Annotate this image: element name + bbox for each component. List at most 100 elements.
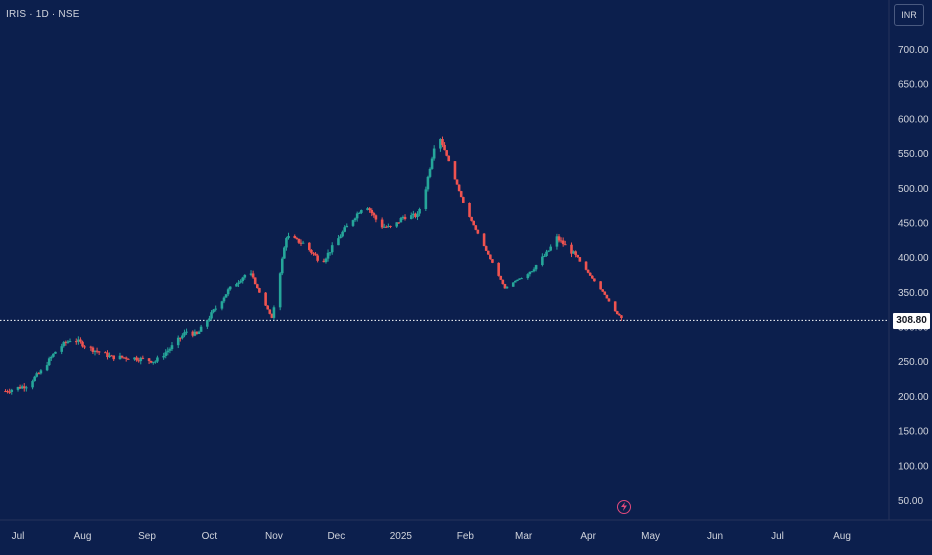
candle-body: [106, 352, 109, 358]
candle-body: [264, 292, 267, 306]
candle-body: [197, 331, 201, 335]
candle-body: [470, 216, 473, 221]
candle-body: [226, 289, 230, 295]
candle-body: [530, 271, 534, 273]
candle-body: [120, 355, 124, 358]
candle-body: [310, 249, 313, 253]
candle-body: [380, 219, 384, 228]
candle-body: [133, 357, 136, 360]
x-tick-label: Apr: [580, 531, 596, 542]
candle-body: [77, 339, 80, 342]
candle-body: [486, 250, 490, 255]
candle-body: [151, 361, 155, 363]
candle-body: [545, 251, 548, 256]
last-price-label: 308.80: [893, 313, 930, 329]
candle-body: [89, 346, 93, 348]
candle-body: [355, 213, 359, 219]
lightning-icon: [621, 502, 627, 511]
candle-body: [22, 386, 26, 389]
x-tick-label: Mar: [515, 531, 533, 542]
candle-body: [6, 391, 9, 393]
candle-body: [324, 258, 328, 263]
candle-body: [341, 231, 344, 237]
candle-body: [10, 389, 14, 393]
candle-body: [559, 240, 563, 242]
candle-body: [251, 273, 255, 278]
candle-body: [330, 245, 334, 253]
candle-body: [237, 282, 240, 285]
candle-body: [104, 352, 107, 354]
candle-body: [547, 250, 550, 252]
y-tick-label: 100.00: [898, 461, 929, 472]
candle-body: [414, 213, 417, 218]
candle-body: [183, 332, 186, 336]
candle-body: [39, 370, 43, 374]
candle-body: [37, 373, 41, 375]
y-tick-label: 700.00: [898, 45, 929, 56]
candle-body: [33, 376, 36, 382]
candle-body: [243, 274, 247, 278]
candle-body: [156, 357, 159, 362]
candle-body: [312, 252, 315, 254]
candle-body: [412, 213, 415, 216]
candle-body: [337, 238, 340, 246]
candle-body: [534, 265, 538, 270]
candle-body: [387, 225, 390, 227]
candle-body: [455, 179, 459, 185]
candle-body: [484, 246, 488, 251]
candle-body: [541, 256, 544, 266]
candle-body: [518, 278, 521, 280]
candle-body: [293, 235, 297, 239]
candle-body: [241, 277, 245, 282]
candle-body: [176, 337, 180, 346]
candle-body: [314, 253, 317, 256]
candle-body: [118, 355, 122, 360]
candle-body: [108, 355, 111, 358]
candle-body: [561, 240, 565, 245]
candle-body: [599, 281, 602, 290]
candle-body: [191, 331, 195, 336]
candle-body: [283, 247, 286, 259]
candle-body: [482, 233, 486, 247]
candle-body: [137, 360, 140, 362]
candle-body: [572, 251, 575, 254]
currency-button[interactable]: INR: [894, 4, 924, 26]
candle-body: [54, 351, 57, 354]
x-tick-label: Jul: [771, 531, 784, 542]
candle-body: [503, 284, 507, 289]
candle-body: [593, 278, 596, 282]
candle-body: [270, 313, 274, 318]
candle-body: [20, 386, 24, 389]
candle-body: [135, 357, 138, 361]
candle-body: [366, 208, 369, 211]
x-tick-label: May: [641, 531, 660, 542]
candle-body: [618, 314, 621, 316]
candle-body: [162, 355, 165, 358]
candle-body: [416, 213, 419, 218]
candle-body: [258, 288, 261, 293]
candle-body: [166, 350, 170, 353]
candle-body: [110, 355, 113, 357]
candle-body: [235, 284, 238, 287]
candle-body: [280, 258, 284, 274]
x-tick-label: 2025: [390, 531, 413, 542]
event-marker[interactable]: [617, 500, 631, 514]
candle-body: [60, 346, 63, 352]
candle-body: [459, 191, 463, 198]
candle-body: [370, 210, 374, 214]
candle-body: [322, 260, 326, 263]
candle-body: [195, 331, 199, 335]
candle-body: [255, 284, 259, 289]
y-tick-label: 500.00: [898, 184, 929, 195]
candle-body: [499, 275, 503, 280]
candle-body: [64, 342, 68, 344]
y-tick-label: 200.00: [898, 392, 929, 403]
candle-body: [68, 341, 72, 343]
candle-body: [588, 272, 592, 276]
candle-body: [468, 202, 471, 217]
candle-body: [591, 275, 594, 279]
candle-body: [212, 309, 215, 313]
candle-body: [239, 281, 242, 283]
